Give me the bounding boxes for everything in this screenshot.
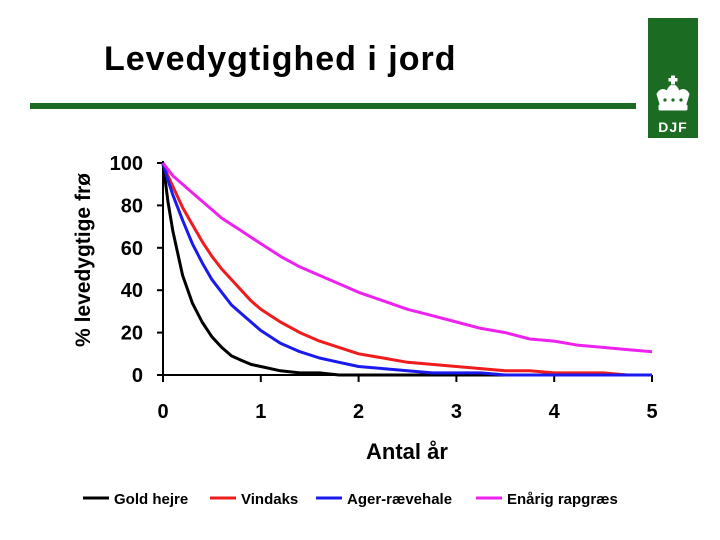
y-axis-label: % levedygtige frø: [72, 173, 95, 347]
y-tick-label: 20: [121, 323, 143, 345]
series-line: [161, 162, 652, 377]
y-tick-label: 100: [110, 153, 143, 175]
series-line: [161, 162, 652, 377]
x-tick-label: 3: [451, 401, 462, 423]
legend-label: Enårig rapgræs: [507, 491, 618, 508]
chart-series: [161, 162, 653, 377]
y-tick-label: 80: [121, 195, 143, 217]
x-tick-label: 5: [646, 401, 657, 423]
y-tick-label: 40: [121, 280, 143, 302]
slide-title: Levedygtighed i jord: [104, 40, 457, 78]
series-line: [161, 162, 653, 354]
x-tick-label: 1: [255, 401, 266, 423]
logo-text: DJF: [658, 119, 688, 135]
djf-logo: DJF: [648, 18, 698, 138]
chart-legend: Gold hejre Vindaks Ager-rævehale Enårig rap…: [83, 491, 618, 508]
y-tick-label: 60: [121, 238, 143, 260]
legend-label: Vindaks: [241, 491, 298, 508]
x-tick-label: 0: [157, 401, 168, 423]
crown-icon: [656, 75, 690, 111]
x-tick-label: 4: [549, 401, 561, 423]
title-underline: [30, 103, 636, 109]
legend-label: Ager-rævehale: [347, 491, 452, 508]
x-tick-label: 2: [353, 401, 364, 423]
series-line: [161, 162, 652, 377]
legend-label: Gold hejre: [114, 491, 188, 508]
x-axis-label: Antal år: [366, 439, 448, 464]
y-tick-label: 0: [132, 365, 143, 387]
